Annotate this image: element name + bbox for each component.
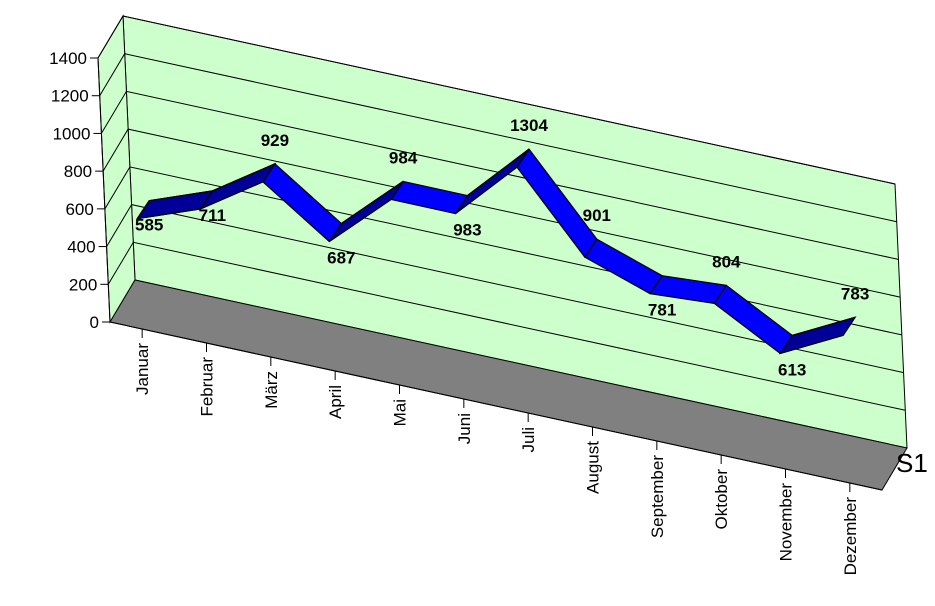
data-label: 585	[135, 216, 163, 235]
x-axis: Januar Februar März April Mai Juni Juli August S…	[109, 321, 883, 576]
data-label: 1304	[510, 116, 548, 135]
gridline	[100, 90, 899, 260]
chart-walls	[97, 14, 908, 491]
ribbon-fold	[262, 163, 276, 183]
y-axis-line	[97, 57, 111, 323]
x-tick-label: März	[262, 371, 281, 409]
x-tick-label: April	[326, 385, 345, 419]
ribbon-fold	[584, 238, 598, 258]
data-label: 901	[583, 206, 611, 225]
x-tick-label: Februar	[198, 357, 217, 417]
x-axis-line	[109, 321, 883, 491]
gridline	[97, 15, 896, 185]
series-axis-label: S1	[896, 448, 928, 478]
x-tick-label: Mai	[391, 399, 410, 426]
gridline	[99, 53, 897, 223]
ribbon-fold	[516, 148, 530, 168]
x-tick-label: Juli	[519, 427, 538, 453]
x-tick-label: Oktober	[712, 469, 731, 530]
y-tick-label: 800	[64, 162, 92, 181]
data-label: 983	[453, 221, 481, 240]
y-tick-label: 1200	[51, 87, 89, 106]
data-label: 929	[261, 131, 289, 150]
ribbon-fold	[390, 181, 404, 200]
data-label: 804	[712, 252, 741, 271]
y-tick-label: 200	[69, 275, 97, 294]
data-label: 781	[648, 301, 676, 320]
ribbon-fold	[328, 223, 342, 242]
gridlines	[97, 15, 906, 411]
series-ribbon	[135, 148, 857, 355]
ribbon-fold	[199, 190, 213, 210]
ribbon-fold	[649, 275, 663, 295]
y-tick-label: 1400	[49, 49, 87, 68]
data-label: 687	[327, 249, 355, 268]
y-tick-label: 1000	[53, 124, 91, 143]
ribbon-fold	[713, 285, 727, 304]
data-label: 711	[199, 206, 226, 225]
y-axis: 0 200 400 600 800 1000 1200 1400	[49, 49, 111, 332]
y-tick-label: 400	[67, 238, 95, 257]
data-label: 613	[778, 360, 806, 379]
x-tick-label: September	[648, 455, 667, 538]
gridline	[106, 204, 904, 374]
ribbon-fold	[454, 195, 468, 214]
y-tick-label: 0	[90, 313, 99, 332]
x-tick-label: Dezember	[841, 497, 860, 576]
gridline	[102, 128, 901, 298]
data-labels: 585 711 929 687 984 983 1304 901 781 804 613 783	[135, 116, 869, 379]
ribbon-fold	[779, 335, 793, 354]
gridline	[107, 241, 906, 411]
data-label: 783	[841, 284, 869, 303]
x-tick-label: November	[777, 483, 796, 562]
x-tick-label: Juni	[455, 413, 474, 444]
data-label: 984	[389, 148, 418, 167]
y-tick-label: 600	[65, 200, 93, 219]
x-tick-label: Januar	[133, 343, 152, 395]
x-tick-label: August	[584, 441, 603, 494]
